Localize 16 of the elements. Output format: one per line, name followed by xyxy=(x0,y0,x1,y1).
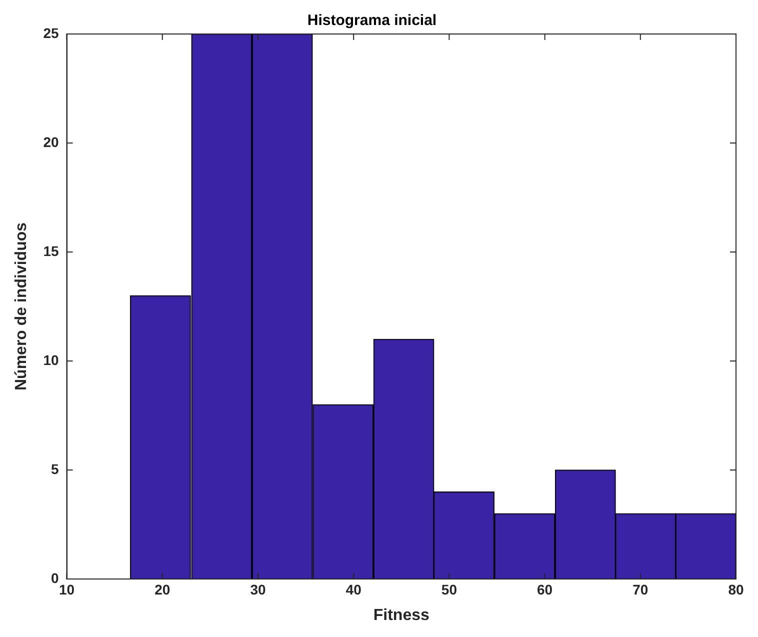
x-tick-label: 70 xyxy=(632,581,648,598)
y-axis-title: Número de individuos xyxy=(13,222,30,391)
x-tick-label: 80 xyxy=(728,581,744,598)
y-tick-label: 5 xyxy=(50,460,59,477)
x-tick-label: 30 xyxy=(250,581,266,598)
y-tick-label: 0 xyxy=(50,570,59,586)
x-tick-label: 60 xyxy=(537,581,553,598)
x-tick-label: 40 xyxy=(346,581,362,598)
y-tick-label: 25 xyxy=(43,24,59,41)
x-tick-label: 20 xyxy=(154,581,170,598)
y-tick-label: 20 xyxy=(43,134,59,150)
chart-title: Histograma inicial xyxy=(307,12,437,30)
y-tick-label: 15 xyxy=(43,242,59,259)
x-tick-label: 50 xyxy=(441,581,458,598)
x-axis-title: Fitness xyxy=(373,606,430,624)
y-tick-label: 10 xyxy=(43,352,59,368)
